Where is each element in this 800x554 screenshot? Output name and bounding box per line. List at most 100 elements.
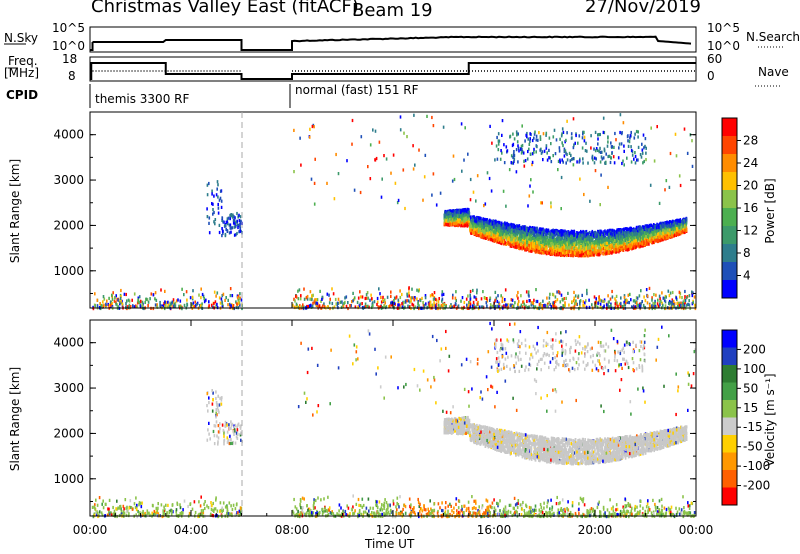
echo-mark [520,147,522,151]
echo-mark [408,294,410,298]
echo-mark [562,160,564,164]
echo-mark [316,298,319,302]
echo-mark [369,298,371,302]
echo-mark [550,160,553,164]
echo-mark [642,227,645,231]
echo-mark [406,294,409,298]
echo-mark [530,178,532,182]
echo-mark [483,296,486,300]
echo-mark [659,221,662,225]
echo-mark [691,164,694,168]
echo-mark [416,305,419,309]
echo-mark [611,151,613,155]
echo-mark [326,181,328,185]
echo-mark [521,124,523,128]
echo-mark [160,288,162,292]
echo-mark [678,303,681,307]
echo-mark [516,133,518,137]
echo-mark [531,301,533,305]
echo-mark [550,205,552,209]
echo-mark [112,291,114,295]
echo-mark [203,297,205,301]
echo-mark [512,244,515,248]
echo-mark [394,181,397,185]
echo-mark [337,297,340,301]
echo-mark [678,301,680,305]
echo-mark [535,138,538,142]
echo-mark [139,299,142,303]
echo-mark [452,209,455,213]
echo-mark [549,302,551,307]
echo-mark [103,303,105,307]
echo-mark [573,297,576,301]
echo-mark [149,297,151,301]
echo-mark [303,297,306,301]
echo-mark [684,289,686,294]
echo-mark [205,298,207,302]
echo-mark [388,305,390,309]
echo-mark [235,300,237,304]
echo-mark [411,302,413,306]
echo-mark [606,239,609,243]
echo-mark [626,156,628,160]
echo-mark [577,294,580,298]
echo-mark [293,128,295,132]
echo-mark [549,292,551,296]
echo-mark [601,157,604,161]
echo-mark [609,160,612,165]
echo-mark [442,125,445,129]
echo-mark [539,305,541,309]
echo-mark [529,230,532,234]
echo-mark [356,300,359,304]
echo-mark [599,302,602,306]
echo-mark [635,243,637,247]
echo-mark [310,177,313,181]
echo-mark [580,229,582,234]
echo-mark [534,305,537,309]
echo-mark [687,302,689,306]
echo-mark [579,157,581,161]
echo-mark [562,130,565,134]
echo-mark [224,224,226,228]
echo-mark [454,302,457,306]
echo-mark [607,140,609,144]
echo-mark [679,295,681,299]
echo-mark [572,146,575,150]
echo-mark [566,158,569,162]
echo-mark [308,304,310,308]
echo-mark [536,145,538,149]
echo-mark [562,231,564,235]
echo-mark [239,292,241,296]
echo-mark [531,160,534,164]
echo-mark [559,300,562,304]
echo-mark [390,301,392,305]
echo-mark [454,296,457,300]
echo-mark [664,188,666,192]
echo-mark [548,136,551,140]
echo-mark [419,298,422,303]
freq-panel [8,56,782,87]
echo-mark [588,230,591,235]
echo-mark [517,290,519,295]
echo-mark [503,143,505,147]
echo-mark [524,159,527,163]
echo-mark [495,296,498,300]
echo-mark [542,299,544,303]
echo-mark [545,146,548,150]
echo-mark [554,152,557,156]
echo-mark [111,304,114,308]
echo-mark [215,294,217,298]
echo-mark [437,300,440,304]
echo-mark [551,292,554,296]
echo-mark [303,287,305,291]
echo-mark [632,246,635,250]
echo-mark [383,305,385,309]
echo-mark [549,156,551,160]
echo-mark [548,249,551,253]
echo-mark [636,296,639,300]
echo-mark [350,304,352,308]
echo-mark [617,304,619,308]
echo-mark [208,231,211,235]
echo-mark [409,296,412,300]
echo-mark [593,252,595,256]
